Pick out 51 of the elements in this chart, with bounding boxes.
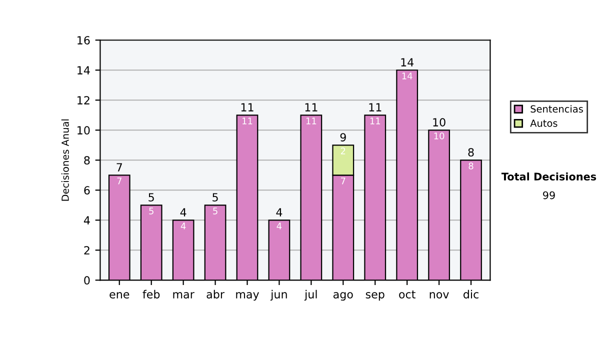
total-label: 5 (212, 193, 218, 202)
data-label: 2 (340, 148, 346, 154)
data-label: 14 (402, 72, 412, 80)
y-tick-label: 0 (84, 276, 90, 285)
total-label: 8 (468, 148, 474, 156)
data-label: 7 (117, 178, 122, 184)
y-tick-label: 2 (84, 246, 90, 254)
x-tick-label: dic (464, 290, 478, 298)
total-label: 11 (369, 103, 382, 112)
x-tick-label: may (236, 292, 260, 301)
y-tick-label: 8 (84, 156, 90, 165)
total-label: 5 (148, 193, 154, 202)
y-axis-title: Decisiones Anual (61, 119, 69, 201)
total-label: 11 (305, 103, 318, 112)
y-tick-label: 4 (84, 216, 90, 224)
data-label: 4 (180, 222, 186, 230)
data-label: 11 (242, 118, 252, 124)
y-tick-label: 14 (78, 66, 90, 74)
total-label: 11 (241, 103, 254, 112)
data-label: 7 (341, 178, 346, 184)
data-label: 11 (306, 118, 316, 124)
data-label: 4 (276, 222, 282, 230)
x-tick-label: jun (270, 290, 287, 301)
x-tick-label: mar (173, 292, 194, 298)
total-label: 7 (116, 163, 122, 172)
text: 99 (543, 191, 555, 200)
y-tick-label: 12 (78, 96, 90, 104)
text: Total Decisiones (501, 172, 596, 180)
x-tick-label: sep (366, 292, 384, 301)
x-tick-label: oct (399, 290, 416, 298)
x-tick-label: ene (110, 292, 130, 298)
total-label: 10 (433, 118, 446, 126)
total-label: 9 (340, 133, 346, 142)
legend-label: Autos (530, 120, 558, 127)
total-label: 4 (180, 208, 186, 216)
total-label: 14 (401, 58, 414, 66)
y-tick-label: 16 (78, 36, 90, 44)
y-tick-label: 6 (84, 186, 90, 195)
x-tick-label: jul (304, 290, 317, 301)
x-tick-label: feb (142, 290, 160, 298)
data-label: 8 (468, 162, 474, 170)
x-tick-label: nov (430, 292, 449, 298)
legend-label: Sentencias (530, 105, 583, 113)
data-label: 5 (213, 208, 218, 214)
data-label: 5 (149, 208, 154, 214)
x-tick-label: ago (333, 292, 353, 301)
x-tick-label: abr (206, 290, 224, 298)
data-label: 10 (434, 132, 444, 140)
y-tick-label: 10 (78, 126, 90, 135)
data-label: 11 (370, 118, 380, 124)
total-label: 4 (276, 208, 282, 216)
